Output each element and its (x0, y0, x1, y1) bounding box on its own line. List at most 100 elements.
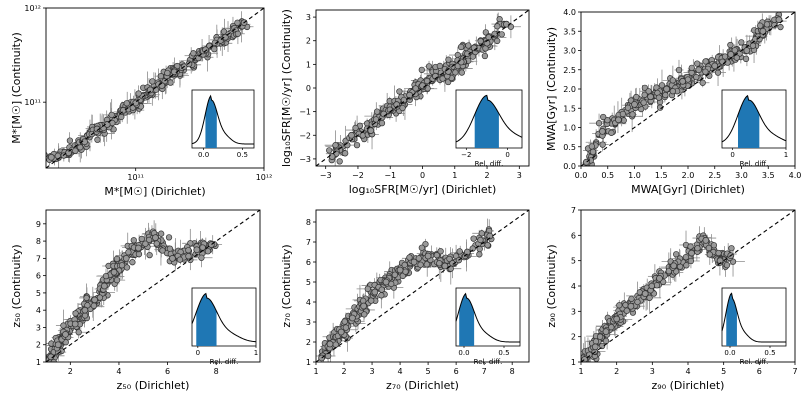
data-point (341, 318, 348, 325)
x-tick: 3 (650, 362, 655, 376)
x-tick: 0.5 (601, 166, 614, 180)
y-tick-label: −2 (299, 131, 311, 140)
y-tick-label: 4.0 (563, 8, 576, 17)
x-tick-label: 6 (757, 367, 762, 376)
data-point (458, 69, 465, 76)
data-point (679, 77, 687, 85)
x-tick-label: 3.0 (735, 171, 748, 180)
data-point (102, 272, 110, 280)
x-tick-label: 1 (313, 367, 318, 376)
data-point (399, 104, 406, 112)
data-point (423, 261, 430, 268)
y-tick-label: 2.5 (563, 66, 576, 75)
data-point (477, 38, 484, 45)
y-tick-label: 5 (306, 278, 311, 287)
data-point (719, 58, 726, 65)
data-point (185, 247, 192, 254)
y-tick: 2 (36, 341, 46, 350)
x-tick: 0.0 (575, 166, 588, 180)
data-point (342, 324, 350, 331)
y-tick: 3 (36, 323, 46, 332)
data-point (706, 251, 713, 258)
y-tick-label: 7 (571, 206, 576, 215)
data-point (410, 258, 418, 266)
data-point (71, 320, 79, 328)
inset-tick-label: 0 (505, 151, 509, 159)
inset-density: 0 1 Rel. diff. (191, 287, 258, 366)
data-point (491, 30, 498, 38)
inset-curve (721, 94, 787, 143)
data-point (655, 94, 663, 101)
x-tick-label: 2 (68, 367, 73, 376)
inset-curve (455, 292, 521, 343)
identity-line (46, 210, 260, 362)
inset-fill (726, 293, 737, 346)
data-point (158, 230, 165, 237)
y-tick: 3.5 (563, 27, 581, 36)
x-tick-label: −3 (320, 171, 332, 180)
x-tick-label: −1 (384, 171, 396, 180)
inset-x-label: Rel. diff. (475, 160, 504, 168)
data-point (83, 294, 90, 302)
x-tick-label: 0.0 (575, 171, 588, 180)
data-point (608, 324, 615, 331)
plot-area (46, 8, 264, 168)
data-point (54, 341, 62, 349)
data-point (326, 340, 334, 348)
data-point (731, 47, 738, 54)
data-point (122, 254, 130, 262)
inset-x-label: Rel. diff. (740, 358, 769, 366)
data-point (62, 330, 69, 338)
data-point (436, 260, 443, 267)
data-point (72, 147, 79, 154)
data-point (682, 253, 690, 261)
x-tick: 1.5 (655, 166, 668, 180)
data-point (627, 302, 635, 310)
y-tick-label: 6 (36, 272, 41, 281)
x-tick: 2 (68, 362, 73, 376)
data-point (600, 113, 607, 121)
inset-curve (191, 94, 255, 145)
data-point (367, 127, 375, 134)
data-point (670, 262, 678, 270)
data-point (702, 236, 710, 244)
data-point (470, 235, 477, 242)
data-point (185, 60, 193, 68)
data-point (46, 152, 48, 158)
data-point (348, 131, 355, 139)
identity-line (581, 210, 795, 362)
y-tick: −2 (299, 131, 316, 140)
data-point (721, 53, 729, 60)
y-tick-label: 2 (571, 333, 576, 342)
y-tick: 1 (306, 60, 316, 69)
inset-curve (455, 94, 523, 143)
y-tick: 3 (571, 307, 581, 316)
x-tick: 4 (116, 362, 122, 376)
x-tick: −2 (352, 166, 364, 180)
y-tick-label: 8 (306, 218, 311, 227)
x-tick: 10¹¹ (127, 168, 144, 182)
inset-tick-label: 0.5 (237, 151, 248, 159)
data-point (142, 240, 149, 247)
inset-tick-label: 0.0 (198, 151, 209, 159)
data-point (77, 144, 84, 151)
y-tick-label: 5 (36, 289, 41, 298)
data-point (608, 129, 615, 136)
y-tick: 1 (571, 358, 581, 367)
y-tick: 1 (36, 358, 46, 367)
data-point (624, 104, 632, 111)
x-tick-label: 1.5 (655, 171, 668, 180)
y-tick: 3 (306, 318, 316, 327)
data-point (586, 351, 593, 358)
data-point (665, 267, 673, 275)
x-tick: 4.0 (789, 166, 801, 180)
y-tick-label: 10¹² (24, 4, 41, 13)
data-point (364, 285, 371, 293)
inset-fill (459, 293, 475, 346)
data-point (391, 271, 399, 278)
plot-area (581, 210, 795, 362)
inset-x-label: Rel. diff. (474, 358, 503, 366)
data-point (149, 78, 156, 85)
inset-curve (721, 292, 786, 343)
